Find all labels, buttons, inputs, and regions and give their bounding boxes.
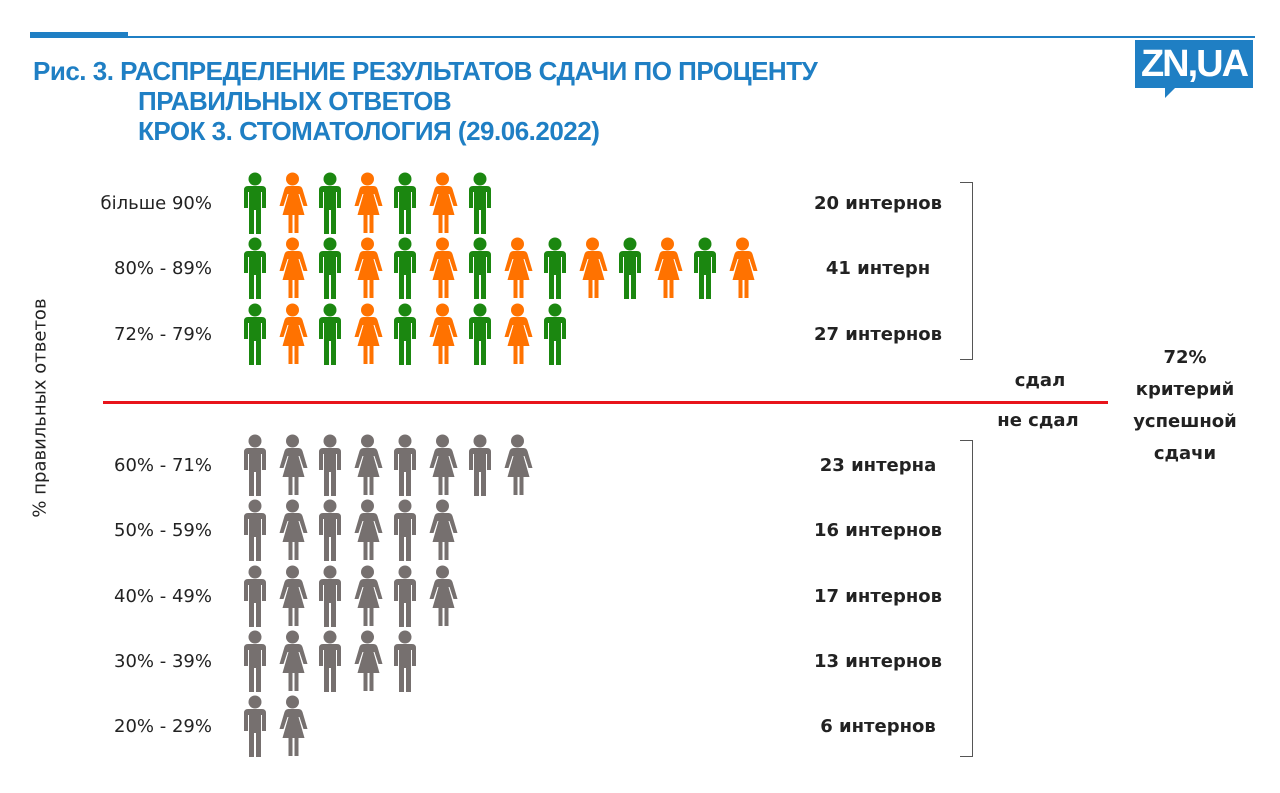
male-person-icon bbox=[469, 172, 491, 234]
female-person-icon bbox=[354, 630, 383, 691]
row-label: 30% - 39% bbox=[114, 651, 212, 672]
female-person-icon bbox=[429, 172, 458, 233]
failed-bracket bbox=[960, 440, 973, 757]
male-person-icon bbox=[244, 303, 266, 365]
row-count: 41 интерн bbox=[825, 258, 931, 279]
note-line: успешной bbox=[1133, 411, 1237, 432]
passed-bracket bbox=[960, 182, 973, 360]
failed-label: не сдал bbox=[997, 410, 1079, 431]
female-person-icon bbox=[354, 237, 383, 298]
male-person-icon bbox=[319, 434, 341, 496]
female-person-icon bbox=[429, 303, 458, 364]
header-rule bbox=[30, 36, 1255, 38]
female-person-icon bbox=[504, 237, 533, 298]
male-person-icon bbox=[394, 303, 416, 365]
female-person-icon bbox=[429, 499, 458, 560]
male-person-icon bbox=[544, 303, 566, 365]
threshold-note: 72% критерий успешной сдачи bbox=[1115, 342, 1255, 470]
row-label: 50% - 59% bbox=[114, 520, 212, 541]
pictogram-row bbox=[244, 630, 416, 692]
row-label: 72% - 79% bbox=[114, 324, 212, 345]
row-label: 60% - 71% bbox=[114, 455, 212, 476]
row-label: більше 90% bbox=[100, 193, 213, 214]
male-person-icon bbox=[244, 434, 266, 496]
male-person-icon bbox=[319, 565, 341, 627]
female-person-icon bbox=[579, 237, 608, 298]
pictogram-row bbox=[244, 172, 491, 234]
female-person-icon bbox=[279, 303, 308, 364]
y-axis-label: % правильных ответов bbox=[29, 298, 51, 518]
male-person-icon bbox=[694, 237, 716, 299]
pictogram-row bbox=[244, 434, 533, 496]
female-person-icon bbox=[279, 695, 308, 756]
pictogram-row bbox=[244, 499, 458, 561]
note-line: критерий bbox=[1135, 379, 1235, 400]
female-person-icon bbox=[354, 172, 383, 233]
row-label: 40% - 49% bbox=[114, 586, 212, 607]
male-person-icon bbox=[244, 172, 266, 234]
row-count: 27 интернов bbox=[813, 324, 943, 345]
row-count: 20 интернов bbox=[813, 193, 943, 214]
female-person-icon bbox=[354, 499, 383, 560]
female-person-icon bbox=[354, 303, 383, 364]
pictogram-row bbox=[244, 695, 308, 757]
female-person-icon bbox=[504, 434, 533, 495]
female-person-icon bbox=[354, 565, 383, 626]
pictogram-row bbox=[244, 565, 458, 627]
male-person-icon bbox=[319, 499, 341, 561]
female-person-icon bbox=[504, 303, 533, 364]
male-person-icon bbox=[244, 630, 266, 692]
male-person-icon bbox=[394, 237, 416, 299]
female-person-icon bbox=[279, 434, 308, 495]
female-person-icon bbox=[279, 237, 308, 298]
row-label: 80% - 89% bbox=[114, 258, 212, 279]
logo: ZN,UA bbox=[1135, 40, 1253, 98]
passed-label: сдал bbox=[1014, 370, 1066, 391]
female-person-icon bbox=[654, 237, 683, 298]
female-person-icon bbox=[429, 565, 458, 626]
male-person-icon bbox=[244, 499, 266, 561]
male-person-icon bbox=[244, 695, 266, 757]
male-person-icon bbox=[394, 499, 416, 561]
note-line: 72% bbox=[1163, 347, 1207, 368]
male-person-icon bbox=[469, 237, 491, 299]
note-line: сдачи bbox=[1153, 443, 1217, 464]
male-person-icon bbox=[319, 630, 341, 692]
female-person-icon bbox=[279, 630, 308, 691]
row-count: 6 интернов bbox=[820, 716, 936, 737]
row-count: 23 интерна bbox=[819, 455, 937, 476]
male-person-icon bbox=[394, 434, 416, 496]
female-person-icon bbox=[429, 237, 458, 298]
female-person-icon bbox=[429, 434, 458, 495]
male-person-icon bbox=[244, 565, 266, 627]
male-person-icon bbox=[244, 237, 266, 299]
female-person-icon bbox=[279, 565, 308, 626]
male-person-icon bbox=[394, 630, 416, 692]
male-person-icon bbox=[319, 172, 341, 234]
title-line-2: ПРАВИЛЬНЫХ ОТВЕТОВ bbox=[138, 86, 452, 116]
male-person-icon bbox=[394, 565, 416, 627]
pictogram-row bbox=[244, 237, 758, 299]
male-person-icon bbox=[319, 303, 341, 365]
female-person-icon bbox=[279, 172, 308, 233]
row-count: 17 интернов bbox=[813, 586, 943, 607]
pictogram-row bbox=[244, 303, 566, 365]
male-person-icon bbox=[394, 172, 416, 234]
threshold-line bbox=[103, 401, 1108, 404]
row-label: 20% - 29% bbox=[114, 716, 212, 737]
female-person-icon bbox=[279, 499, 308, 560]
male-person-icon bbox=[469, 303, 491, 365]
header-rule-thick bbox=[30, 32, 128, 38]
male-person-icon bbox=[319, 237, 341, 299]
male-person-icon bbox=[544, 237, 566, 299]
page-title: Рис. 3. РАСПРЕДЕЛЕНИЕ РЕЗУЛЬТАТОВ СДАЧИ … bbox=[33, 56, 818, 146]
row-count: 16 интернов bbox=[813, 520, 943, 541]
title-line-3: КРОК 3. СТОМАТОЛОГИЯ (29.06.2022) bbox=[138, 116, 600, 146]
title-line-1: Рис. 3. РАСПРЕДЕЛЕНИЕ РЕЗУЛЬТАТОВ СДАЧИ … bbox=[33, 56, 818, 86]
male-person-icon bbox=[469, 434, 491, 496]
row-count: 13 интернов bbox=[813, 651, 943, 672]
male-person-icon bbox=[619, 237, 641, 299]
female-person-icon bbox=[729, 237, 758, 298]
female-person-icon bbox=[354, 434, 383, 495]
